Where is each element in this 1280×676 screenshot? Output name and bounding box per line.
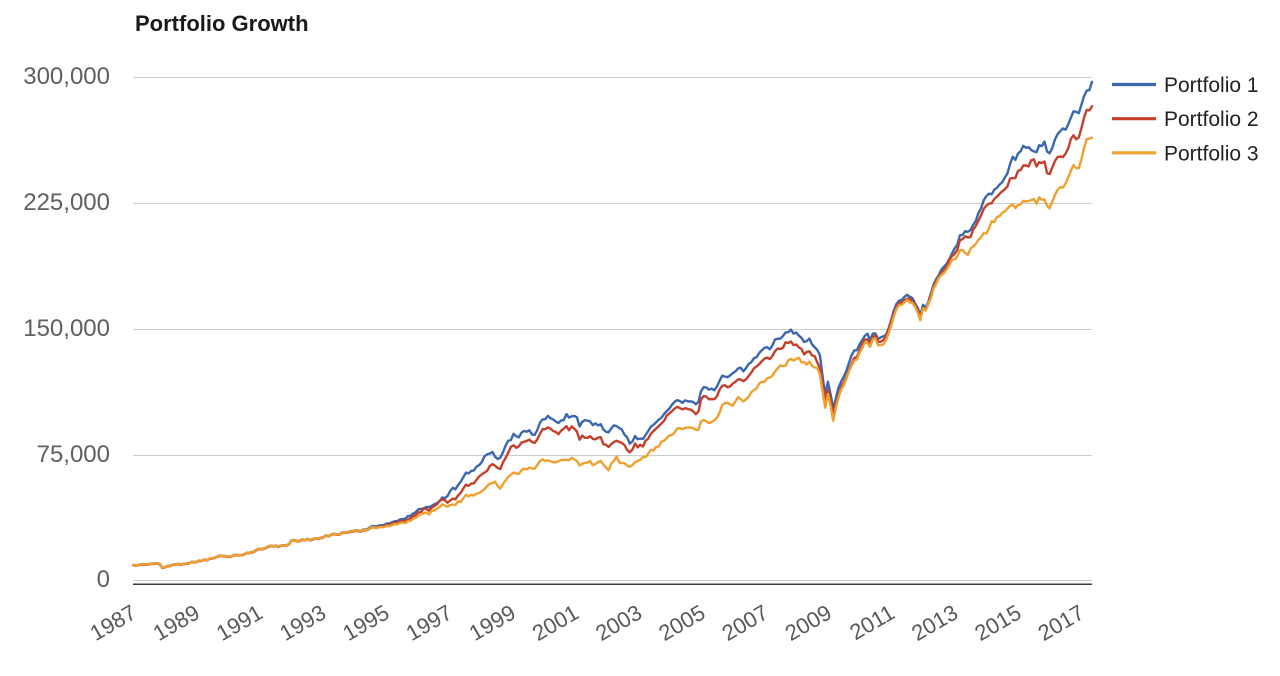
svg-text:Portfolio 1: Portfolio 1: [1164, 74, 1259, 97]
svg-text:300,000: 300,000: [23, 63, 110, 90]
svg-text:225,000: 225,000: [23, 189, 110, 216]
svg-text:0: 0: [97, 566, 110, 593]
svg-text:Portfolio 3: Portfolio 3: [1164, 142, 1259, 165]
svg-text:75,000: 75,000: [37, 441, 110, 468]
svg-text:Portfolio 2: Portfolio 2: [1164, 108, 1259, 131]
svg-text:Portfolio Growth: Portfolio Growth: [135, 11, 309, 36]
svg-text:150,000: 150,000: [23, 315, 110, 342]
